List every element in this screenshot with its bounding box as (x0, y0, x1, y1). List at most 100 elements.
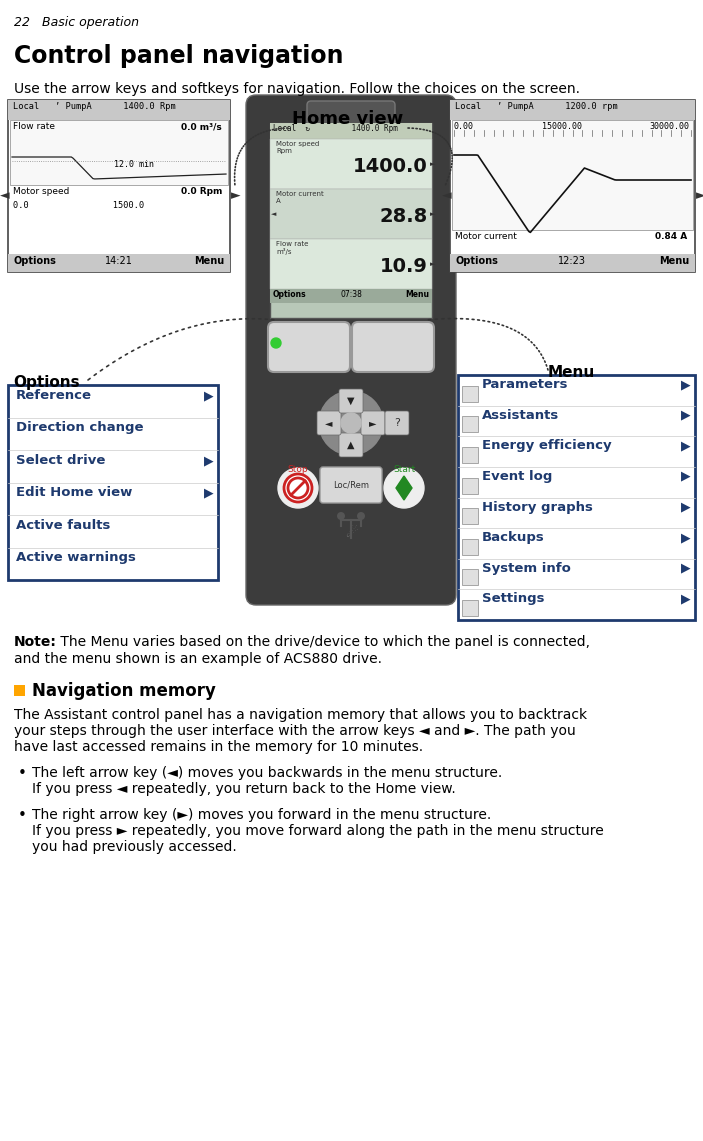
Text: •: • (18, 808, 27, 823)
Text: Settings: Settings (482, 592, 545, 606)
Text: Options: Options (455, 256, 498, 266)
Text: Motor speed: Motor speed (13, 187, 70, 196)
Text: Motor current: Motor current (455, 232, 517, 241)
Text: ☄: ☄ (344, 526, 357, 540)
Text: ▶: ▶ (681, 378, 690, 391)
Text: 15000.00: 15000.00 (542, 122, 582, 131)
Text: you had previously accessed.: you had previously accessed. (32, 840, 237, 853)
Text: Active faults: Active faults (16, 519, 110, 532)
Text: ►: ► (430, 161, 435, 167)
Text: ◄: ◄ (442, 189, 451, 202)
Text: 30000.00: 30000.00 (649, 122, 689, 131)
Text: ?: ? (394, 418, 400, 428)
Text: Options: Options (273, 290, 307, 299)
Text: have last accessed remains in the memory for 10 minutes.: have last accessed remains in the memory… (14, 741, 423, 754)
Bar (8, 385, 218, 580)
Text: 14:21: 14:21 (105, 256, 133, 266)
Text: ▼: ▼ (347, 396, 355, 406)
Bar (462, 416, 478, 432)
Bar (462, 447, 478, 463)
Bar (458, 375, 695, 620)
Text: ▶: ▶ (681, 531, 690, 544)
Text: Home view: Home view (292, 110, 404, 128)
Text: ▲: ▲ (347, 440, 355, 450)
Circle shape (278, 468, 318, 508)
Text: ►: ► (430, 261, 435, 267)
Text: 0.0 Rpm: 0.0 Rpm (181, 187, 222, 196)
FancyBboxPatch shape (320, 467, 382, 503)
FancyBboxPatch shape (385, 411, 409, 435)
Text: Note:: Note: (14, 636, 57, 649)
Text: Energy efficiency: Energy efficiency (482, 439, 612, 452)
Text: ▶: ▶ (681, 592, 690, 606)
Text: Parameters: Parameters (482, 378, 569, 391)
Text: Start: Start (393, 466, 415, 474)
Bar (462, 477, 478, 494)
Bar (450, 100, 695, 120)
Text: Flow rate: Flow rate (13, 122, 55, 131)
Text: 1400.0: 1400.0 (353, 156, 428, 176)
Text: Menu: Menu (548, 365, 595, 380)
Text: The Assistant control panel has a navigation memory that allows you to backtrack: The Assistant control panel has a naviga… (14, 709, 587, 722)
Bar (452, 120, 693, 230)
Bar (8, 254, 230, 272)
Text: 07:38: 07:38 (340, 290, 362, 299)
Bar (270, 289, 432, 304)
Text: ►: ► (231, 189, 240, 202)
Circle shape (319, 391, 383, 455)
Text: If you press ► repeatedly, you move forward along the path in the menu structure: If you press ► repeatedly, you move forw… (32, 824, 604, 837)
Bar (270, 123, 432, 318)
Text: Menu: Menu (659, 256, 689, 266)
Bar (270, 123, 432, 139)
Bar (450, 254, 695, 272)
Text: Backups: Backups (482, 531, 545, 544)
Text: ►: ► (430, 211, 435, 217)
Text: 28.8: 28.8 (380, 207, 428, 226)
Text: The right arrow key (►) moves you forward in the menu structure.: The right arrow key (►) moves you forwar… (32, 808, 491, 822)
Text: ▶: ▶ (681, 501, 690, 513)
Bar (462, 508, 478, 524)
Text: Local  ↻         1400.0 Rpm: Local ↻ 1400.0 Rpm (273, 124, 398, 133)
Text: ▶: ▶ (681, 470, 690, 483)
Text: Edit Home view: Edit Home view (16, 486, 132, 500)
Text: ►: ► (696, 189, 703, 202)
FancyBboxPatch shape (268, 322, 350, 372)
Text: •: • (18, 766, 27, 780)
Circle shape (341, 413, 361, 432)
Circle shape (337, 512, 345, 520)
Text: Local   ’ PumpA      1200.0 rpm: Local ’ PumpA 1200.0 rpm (455, 102, 618, 111)
Bar (462, 539, 478, 555)
Text: System info: System info (482, 561, 571, 575)
Text: ►: ► (369, 418, 377, 428)
Text: Options: Options (13, 375, 79, 390)
Text: 0.00: 0.00 (454, 122, 474, 131)
Text: ▶: ▶ (204, 486, 214, 500)
Text: ▶: ▶ (204, 454, 214, 467)
Text: Options: Options (13, 256, 56, 266)
Bar (270, 238, 432, 289)
Bar (450, 100, 695, 272)
Text: Local   ’ PumpA      1400.0 Rpm: Local ’ PumpA 1400.0 Rpm (13, 102, 176, 111)
Text: Navigation memory: Navigation memory (32, 682, 216, 699)
Text: Select drive: Select drive (16, 454, 105, 467)
Text: 10.9: 10.9 (380, 257, 428, 275)
FancyBboxPatch shape (307, 102, 395, 126)
Bar (10, 120, 228, 185)
Bar (462, 600, 478, 616)
FancyBboxPatch shape (339, 432, 363, 458)
Circle shape (284, 474, 312, 502)
Bar (8, 100, 230, 272)
FancyBboxPatch shape (339, 389, 363, 413)
Polygon shape (396, 476, 412, 500)
Text: Direction change: Direction change (16, 421, 143, 435)
FancyBboxPatch shape (361, 411, 385, 435)
Text: ▶: ▶ (204, 389, 214, 402)
Text: Use the arrow keys and softkeys for navigation. Follow the choices on the screen: Use the arrow keys and softkeys for navi… (14, 82, 580, 96)
Text: Flow rate
m³/s: Flow rate m³/s (276, 241, 309, 256)
Text: If you press ◄ repeatedly, you return back to the Home view.: If you press ◄ repeatedly, you return ba… (32, 782, 456, 796)
Text: your steps through the user interface with the arrow keys ◄ and ►. The path you: your steps through the user interface wi… (14, 725, 576, 738)
Text: Stop: Stop (288, 466, 309, 474)
Bar (462, 569, 478, 585)
Text: 0.0                1500.0: 0.0 1500.0 (13, 201, 144, 210)
Text: and the menu shown is an example of ACS880 drive.: and the menu shown is an example of ACS8… (14, 652, 382, 666)
